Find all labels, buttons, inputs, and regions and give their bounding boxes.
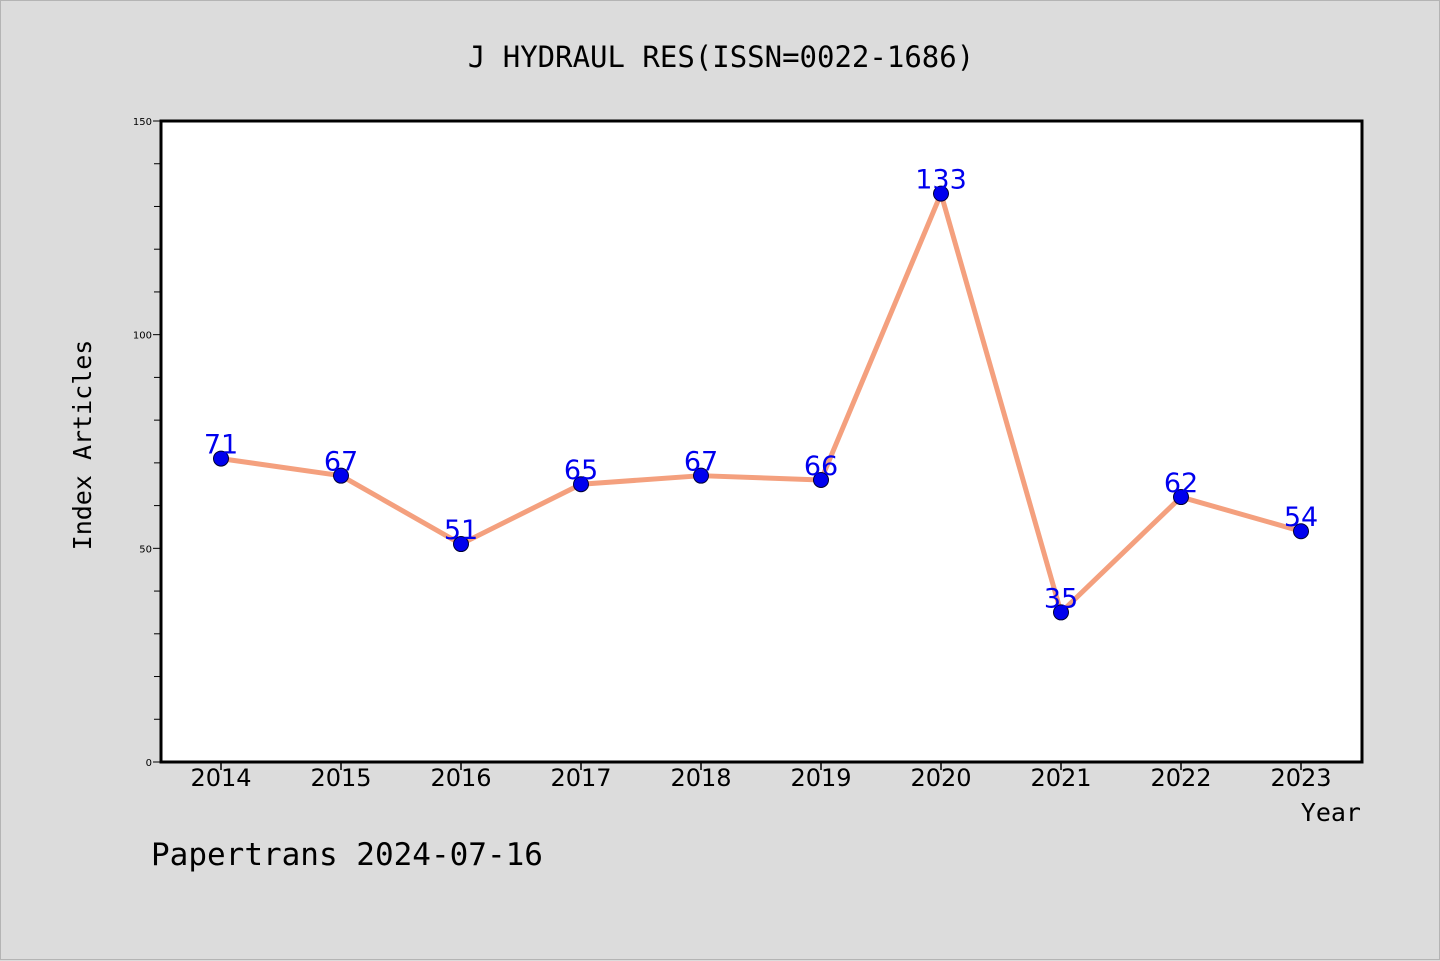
data-label: 66 [804, 451, 838, 482]
series-line [218, 191, 1304, 615]
series-layer [213, 185, 1309, 621]
data-point [933, 185, 949, 202]
x-tick-label: 2015 [310, 764, 371, 792]
data-point [213, 450, 229, 467]
data-point [813, 471, 829, 488]
x-tick-label: 2021 [1030, 764, 1091, 792]
data-label: 71 [204, 430, 238, 461]
data-labels-layer: 71 67 51 65 67 66 133 35 62 54 [204, 165, 1318, 615]
data-label: 62 [1164, 468, 1198, 499]
x-tick-label: 2017 [550, 764, 611, 792]
data-label: 65 [564, 455, 598, 486]
y-tick-label: 150 [133, 117, 152, 128]
data-point [1293, 523, 1309, 540]
data-label: 133 [915, 165, 967, 196]
y-tick-label: 100 [133, 331, 152, 342]
data-label: 51 [444, 515, 478, 546]
data-point [1053, 604, 1069, 621]
y-tick-label: 0 [146, 758, 152, 769]
data-label: 67 [324, 447, 358, 478]
y-tick-label: 50 [139, 544, 152, 555]
footer-credit: Papertrans 2024-07-16 [151, 837, 543, 873]
data-label: 35 [1044, 583, 1078, 614]
data-label: 54 [1284, 502, 1318, 533]
x-tick-label: 2016 [430, 764, 491, 792]
data-label: 67 [684, 447, 718, 478]
y-axis-label: Index Articles [68, 340, 97, 551]
x-axis-label: Year [1301, 798, 1361, 827]
y-axis: 0 50 100 150 [133, 117, 161, 769]
data-point [1173, 489, 1189, 506]
data-point [693, 467, 709, 484]
x-tick-label: 2020 [910, 764, 971, 792]
data-point [573, 476, 589, 493]
x-tick-label: 2014 [190, 764, 251, 792]
data-point [333, 467, 349, 484]
x-tick-label: 2018 [670, 764, 731, 792]
x-tick-label: 2023 [1270, 764, 1331, 792]
x-tick-label: 2019 [790, 764, 851, 792]
x-tick-label: 2022 [1150, 764, 1211, 792]
data-point [453, 536, 469, 553]
plot-area [159, 119, 1364, 764]
x-axis: 2014 2015 2016 2017 2018 2019 2020 2021 2022 2023 [190, 762, 1332, 792]
chart-title: J HYDRAUL RES(ISSN=0022-1686) [468, 40, 974, 74]
